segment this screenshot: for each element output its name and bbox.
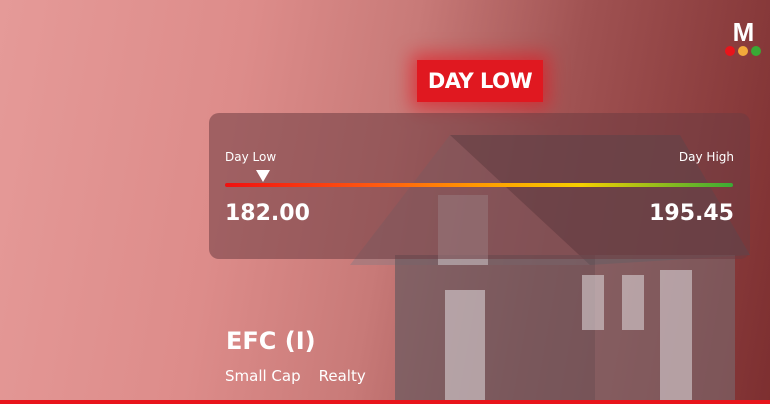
market-cap-tag: Small Cap xyxy=(225,367,301,385)
bottom-accent-bar xyxy=(0,400,770,404)
day-range-bar xyxy=(225,183,733,187)
day-low-value: 182.00 xyxy=(225,201,310,226)
day-low-badge: DAY LOW xyxy=(417,60,543,102)
current-price-marker-icon xyxy=(256,170,271,182)
day-range-panel: Day Low Day High 182.00 195.45 xyxy=(209,113,750,259)
day-high-value: 195.45 xyxy=(649,201,734,226)
day-low-label: Day Low xyxy=(225,150,277,164)
sector-tag: Realty xyxy=(318,367,366,385)
stock-name: EFC (I) xyxy=(226,327,316,355)
logo-dot-orange xyxy=(738,46,748,56)
brand-logo: M xyxy=(724,17,762,56)
logo-letter: M xyxy=(732,17,755,47)
logo-dot-red xyxy=(725,46,735,56)
day-high-label: Day High xyxy=(678,150,734,164)
logo-dot-green xyxy=(751,46,761,56)
